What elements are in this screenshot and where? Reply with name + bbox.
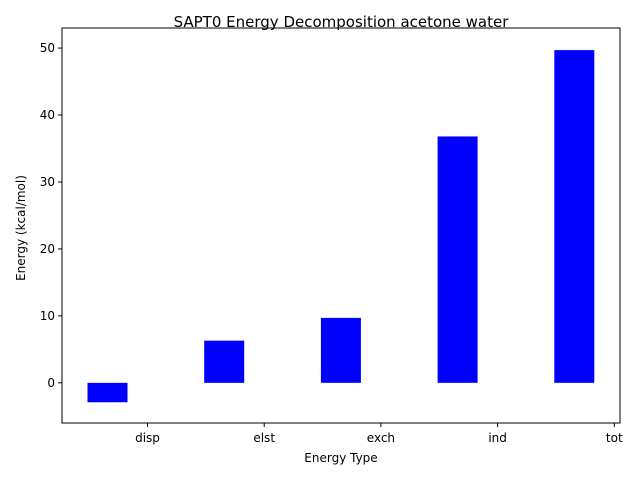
y-tick-label-30: 30 [40, 175, 55, 189]
y-tick-label-10: 10 [40, 309, 55, 323]
x-tick-label-exch: exch [367, 431, 395, 445]
bar-ind [437, 136, 478, 383]
chart-title: SAPT0 Energy Decomposition acetone water [174, 13, 510, 31]
y-tick-label-20: 20 [40, 242, 55, 256]
x-tick-label-tot: tot [606, 431, 623, 445]
y-tick-label-40: 40 [40, 108, 55, 122]
x-tick-label-ind: ind [488, 431, 507, 445]
x-tick-label-elst: elst [253, 431, 275, 445]
bar-tot [554, 50, 595, 383]
x-axis-label: Energy Type [304, 451, 377, 465]
plot-frame [61, 27, 621, 424]
bar-elst [204, 340, 245, 383]
x-tick-label-disp: disp [135, 431, 160, 445]
y-axis-label: Energy (kcal/mol) [14, 175, 28, 281]
bars-group [87, 50, 595, 403]
bar-disp [87, 382, 128, 403]
bar-exch [320, 317, 361, 383]
y-axis-ticks: 0 10 20 30 40 50 [40, 41, 62, 390]
y-tick-label-0: 0 [47, 376, 55, 390]
y-tick-label-50: 50 [40, 41, 55, 55]
x-axis-ticks: disp elst exch ind tot [135, 423, 623, 445]
